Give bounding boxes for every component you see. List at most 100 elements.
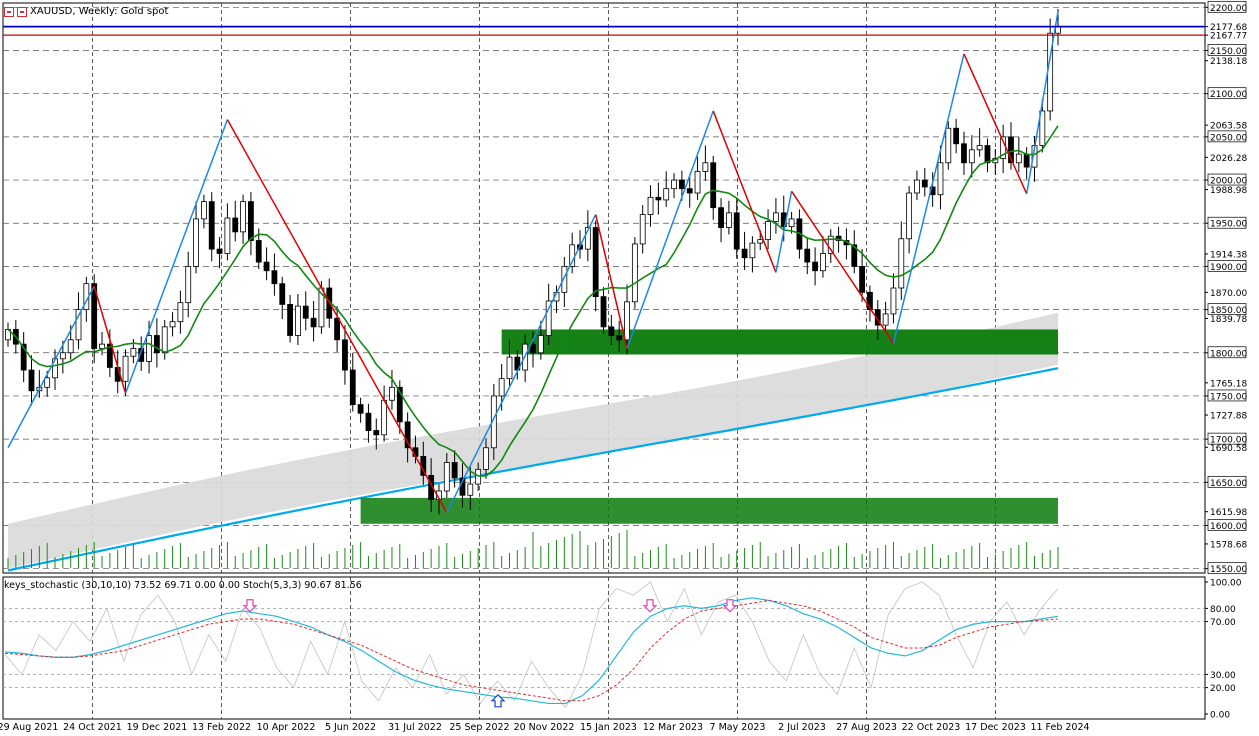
y-tick-box bbox=[1207, 87, 1247, 100]
candle-body bbox=[67, 339, 74, 354]
candle-body bbox=[663, 188, 670, 201]
zigzag-down-leg bbox=[594, 214, 628, 349]
y-tick-label: 2026.28 bbox=[1210, 154, 1247, 164]
osc-tick-label: 80.00 bbox=[1210, 605, 1236, 615]
candle-body bbox=[483, 447, 489, 470]
candle-body bbox=[867, 291, 873, 310]
x-tick-label: 25 Sep 2022 bbox=[449, 722, 509, 733]
candle-body bbox=[193, 218, 199, 267]
candle-body bbox=[185, 266, 192, 304]
candle-body bbox=[216, 248, 223, 254]
candle-body bbox=[373, 430, 380, 436]
candle-body bbox=[498, 378, 505, 397]
x-tick-label: 10 Apr 2022 bbox=[257, 722, 316, 733]
y-tick-box bbox=[1207, 130, 1247, 143]
osc-tick-label: 20.00 bbox=[1210, 684, 1236, 694]
x-tick-label: 15 Jan 2023 bbox=[580, 722, 637, 733]
y-tick-box bbox=[1207, 0, 1247, 13]
y-tick-label: 1600.00 bbox=[1210, 522, 1247, 532]
candle-body bbox=[702, 162, 709, 172]
candle-body bbox=[733, 212, 740, 250]
x-tick-label: 11 Feb 2024 bbox=[1030, 722, 1089, 733]
osc-tick-label: 30.00 bbox=[1210, 671, 1236, 681]
candle-body bbox=[224, 217, 231, 254]
candle-body bbox=[537, 335, 544, 354]
y-tick-label: 2000.00 bbox=[1210, 177, 1247, 187]
candle-body bbox=[396, 386, 403, 423]
x-tick-label: 31 Jul 2022 bbox=[388, 722, 442, 733]
zigzag-up-leg bbox=[775, 191, 793, 273]
zigzag-down-leg bbox=[963, 53, 1028, 195]
candle-body bbox=[812, 261, 818, 272]
y-tick-box bbox=[1207, 44, 1247, 56]
osc-series-line bbox=[4, 597, 1059, 705]
blue-moving-average bbox=[7, 367, 1059, 572]
candle-body bbox=[686, 188, 693, 194]
candle-body bbox=[624, 301, 630, 341]
candle-body bbox=[671, 179, 677, 190]
osc-tick-label: 100.00 bbox=[1210, 579, 1242, 589]
candle-body bbox=[1039, 110, 1046, 146]
y-tick-label: 1900.00 bbox=[1210, 263, 1247, 273]
candle-body bbox=[976, 145, 983, 151]
zigzag-up-leg bbox=[892, 53, 965, 344]
y-tick-label: 2200.00 bbox=[1210, 4, 1247, 14]
candle-body bbox=[718, 207, 724, 228]
candle-body bbox=[75, 309, 82, 341]
candle-body bbox=[365, 412, 372, 431]
candle-body bbox=[804, 248, 811, 263]
candle-body bbox=[898, 238, 905, 289]
candle-body bbox=[91, 283, 98, 349]
x-tick-label: 12 Mar 2023 bbox=[643, 722, 703, 733]
candle-body bbox=[820, 253, 826, 272]
symbol-title: XAUUSD, Weekly: Gold spot bbox=[30, 6, 169, 17]
y-tick-label: 1950.00 bbox=[1210, 220, 1247, 230]
y-tick-label: 2167.77 bbox=[1210, 32, 1247, 42]
y-tick-label: 2150.00 bbox=[1210, 47, 1247, 57]
x-tick-label: 27 Aug 2023 bbox=[836, 722, 897, 733]
candle-body bbox=[678, 179, 685, 190]
y-tick-label: 1765.18 bbox=[1210, 379, 1247, 389]
candle-body bbox=[647, 196, 654, 215]
x-tick-label: 13 Feb 2022 bbox=[192, 722, 251, 733]
candle-body bbox=[342, 339, 348, 371]
chart-header: XAUUSD, Weekly: Gold spot bbox=[4, 6, 168, 17]
candle-body bbox=[906, 192, 913, 240]
candle-body bbox=[694, 171, 701, 194]
zigzag-down-leg bbox=[226, 119, 448, 513]
zigzag-down-leg bbox=[790, 190, 895, 344]
candle-body bbox=[561, 266, 568, 293]
y-tick-label: 1615.98 bbox=[1210, 508, 1247, 518]
support-zone bbox=[501, 329, 1058, 355]
y-tick-box bbox=[1207, 173, 1247, 186]
candle-body bbox=[961, 143, 967, 164]
symbol-icon[interactable] bbox=[17, 6, 27, 17]
y-tick-label: 1550.00 bbox=[1210, 565, 1247, 575]
candle-body bbox=[106, 343, 113, 368]
candle-body bbox=[914, 179, 920, 194]
candle-body bbox=[443, 462, 450, 492]
candle-body bbox=[169, 321, 176, 328]
candle-body bbox=[381, 399, 388, 436]
sell-arrow-icon bbox=[642, 599, 658, 613]
candle-body bbox=[984, 145, 991, 164]
y-tick-label: 2100.00 bbox=[1210, 90, 1247, 100]
chart-window-icon[interactable] bbox=[4, 6, 14, 17]
candle-body bbox=[859, 266, 866, 293]
candle-body bbox=[59, 352, 66, 360]
y-tick-label: 1870.00 bbox=[1210, 289, 1247, 299]
candle-body bbox=[1008, 136, 1014, 164]
candle-body bbox=[310, 317, 317, 328]
candle-body bbox=[945, 127, 952, 164]
y-tick-label: 1850.00 bbox=[1210, 306, 1247, 316]
candle-body bbox=[968, 149, 975, 164]
y-tick-label: 2177.68 bbox=[1210, 23, 1247, 33]
candle-body bbox=[146, 335, 152, 362]
candle-body bbox=[177, 302, 184, 323]
y-tick-box bbox=[1207, 389, 1247, 402]
y-tick-label: 1800.00 bbox=[1210, 349, 1247, 359]
candle-body bbox=[467, 483, 474, 496]
zigzag-down-leg bbox=[712, 110, 777, 273]
candle-body bbox=[200, 201, 207, 220]
